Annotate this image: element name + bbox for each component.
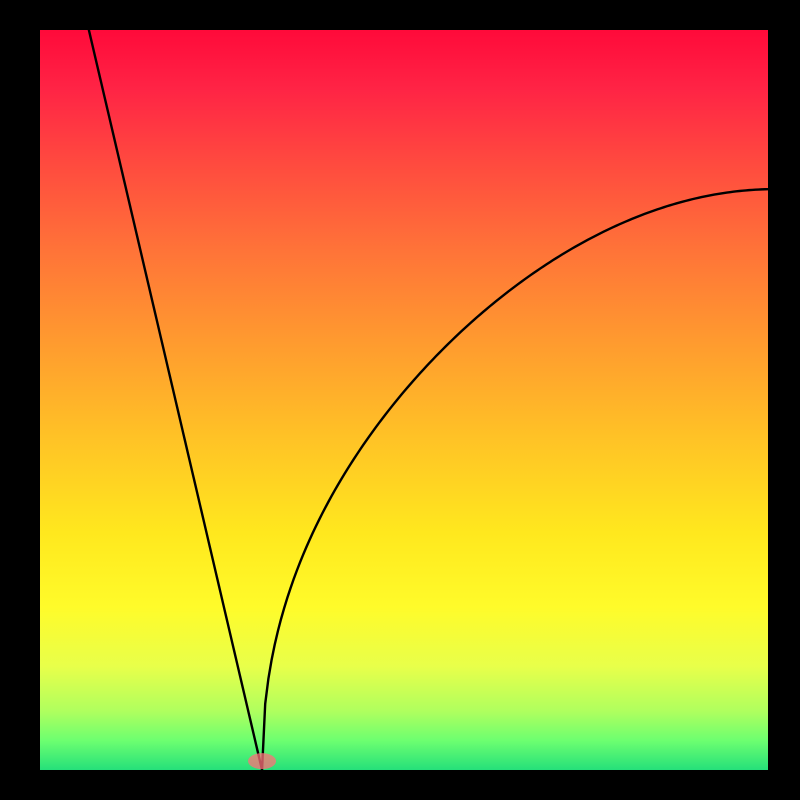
bottleneck-curve-layer: [40, 30, 768, 770]
plot-area: [40, 30, 768, 770]
chart-canvas: TheBottleneck.com: [0, 0, 800, 800]
optimum-marker: [248, 753, 276, 769]
bottleneck-curve: [84, 30, 768, 770]
watermark-text: TheBottleneck.com: [559, 2, 764, 30]
